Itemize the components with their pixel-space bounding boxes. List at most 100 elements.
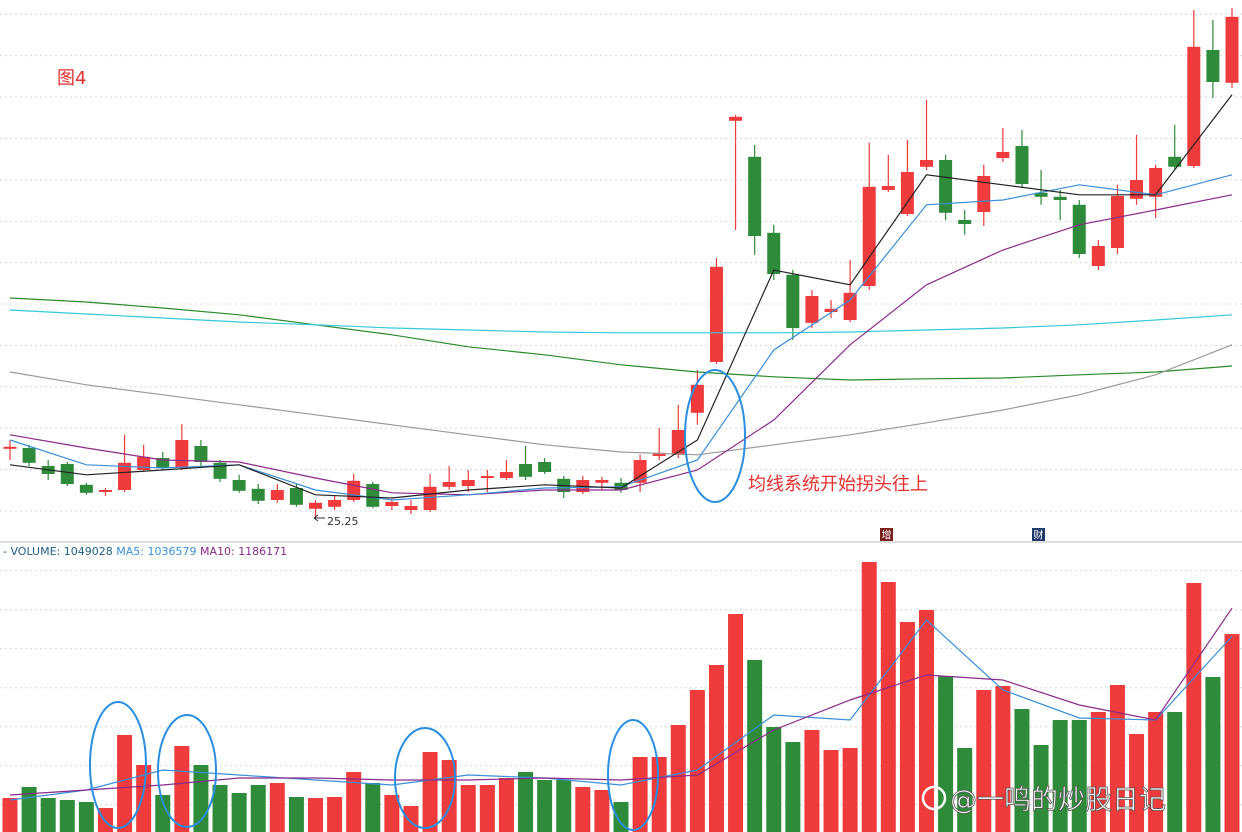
volume-bar — [1033, 745, 1049, 832]
legend-label: MA5: — [116, 545, 144, 558]
candle-body — [22, 448, 36, 463]
volume-bar — [384, 795, 400, 832]
volume-bar — [575, 787, 591, 832]
volume-bar — [193, 765, 209, 832]
volume-bar — [842, 748, 858, 832]
candle-body — [1034, 192, 1048, 197]
candle-body — [1130, 180, 1144, 199]
annotation: 均线系统开始拐头往上 — [748, 474, 928, 495]
chart-title: 图4 — [57, 68, 86, 89]
candle-body — [232, 480, 246, 491]
candle-body — [251, 488, 265, 501]
candle-body — [805, 296, 819, 323]
watermark: @一鸣的炒股日记 — [950, 785, 1166, 816]
candle-body — [1187, 46, 1201, 166]
highlight-ellipse — [157, 714, 217, 828]
volume-bar — [308, 798, 323, 832]
marker: 增 — [882, 529, 892, 542]
candle-body — [1110, 196, 1124, 248]
volume-bar — [556, 780, 572, 832]
volume-bar — [537, 780, 553, 832]
volume-bar — [59, 800, 75, 832]
candle-body — [690, 384, 704, 413]
marks — [2, 8, 1240, 832]
volume-bar — [861, 562, 877, 832]
volume-bar — [899, 622, 915, 832]
volume-bar — [613, 802, 629, 832]
volume-bar — [1052, 720, 1068, 832]
ma-line — [9, 619, 1233, 801]
legend-value: 1049028 — [64, 545, 113, 558]
volume-bar — [1129, 734, 1145, 832]
candle-body — [920, 160, 933, 167]
volume-bar — [747, 660, 763, 832]
ma-line — [9, 194, 1233, 496]
candle-body — [1072, 204, 1086, 254]
volume-bar — [78, 802, 94, 832]
candle-body — [881, 186, 895, 190]
candle-body — [461, 480, 475, 486]
volume-bar — [823, 750, 839, 832]
volume-bar — [422, 752, 438, 832]
candle-body — [194, 446, 208, 462]
candle-body — [3, 446, 17, 449]
marker: 财 — [1034, 529, 1044, 542]
candle-body — [328, 500, 342, 507]
candle-body — [366, 484, 380, 507]
candle-body — [709, 266, 723, 362]
volume-bar — [2, 798, 18, 832]
candle-body — [1225, 16, 1239, 83]
volume-bar — [708, 665, 724, 832]
volume-bar — [938, 676, 954, 832]
volume-bar — [919, 610, 934, 832]
volume-bar — [1167, 712, 1183, 832]
ma-line — [9, 174, 1233, 501]
ma-line — [9, 607, 1233, 796]
candle-body — [729, 116, 743, 121]
ma-line — [9, 297, 1233, 381]
volume-bar — [594, 790, 610, 832]
candle-body — [595, 480, 609, 483]
legend-label: MA10: — [200, 545, 235, 558]
volume-bar — [1148, 712, 1164, 832]
marker-box — [1032, 528, 1045, 541]
candle-body — [767, 232, 781, 274]
volume-bar — [155, 795, 171, 832]
candle-body — [519, 464, 533, 477]
volume-bar — [785, 742, 801, 832]
marker-box — [880, 528, 893, 541]
candle-body — [1091, 246, 1105, 266]
volume-bar — [250, 785, 266, 832]
volume-bar — [976, 690, 992, 832]
volume-bar — [365, 783, 381, 832]
low-label: 25.25 — [327, 515, 359, 528]
candle-body — [309, 502, 322, 509]
candle-body — [996, 152, 1010, 158]
volume-bar — [518, 772, 534, 832]
volume-bar — [1109, 685, 1125, 832]
legend-label: - VOLUME: — [3, 545, 60, 558]
candle-body — [175, 440, 189, 468]
legend-value: 1036579 — [147, 545, 196, 558]
candle-body — [1149, 168, 1163, 197]
candle-body — [538, 462, 552, 472]
volume-bar — [212, 785, 228, 832]
volume-bar — [40, 798, 56, 832]
candle-body — [1015, 146, 1029, 184]
watermark-icon — [921, 785, 947, 811]
volume-bar — [327, 797, 343, 832]
volume-bar — [269, 783, 285, 832]
candle-body — [423, 486, 437, 510]
candle-body — [404, 506, 418, 510]
candle-body — [270, 490, 284, 500]
candle-body — [748, 156, 762, 236]
volume-bar — [632, 757, 648, 832]
candle-body — [1206, 50, 1220, 82]
candle-body — [60, 464, 74, 484]
volume-bar — [1224, 634, 1240, 832]
legend-value: 1186171 — [238, 545, 287, 558]
volume-bar — [957, 748, 973, 832]
